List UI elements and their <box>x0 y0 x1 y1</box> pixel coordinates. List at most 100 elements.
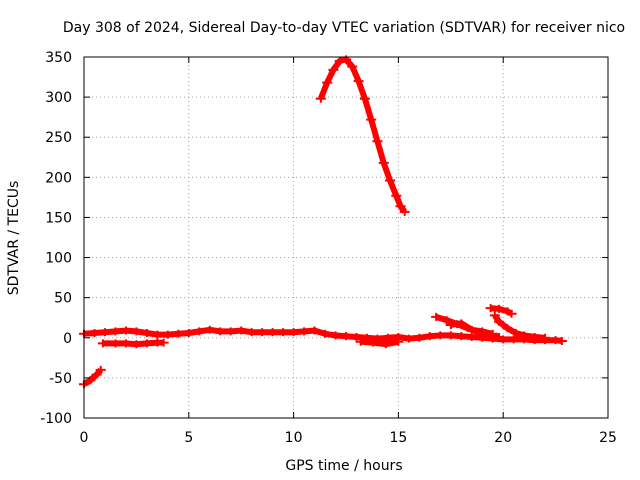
chart-title: Day 308 of 2024, Sidereal Day-to-day VTE… <box>63 20 625 36</box>
data-point <box>403 334 414 343</box>
data-point <box>368 338 379 347</box>
data-point <box>556 336 567 345</box>
data-point <box>494 304 505 313</box>
data-point <box>431 312 442 321</box>
series-start-segment <box>79 365 106 389</box>
data-point <box>315 94 326 103</box>
series-ramp-c <box>485 304 517 318</box>
data-point <box>309 326 320 335</box>
data-point <box>510 328 521 337</box>
data-point <box>257 328 268 337</box>
data-point <box>359 94 370 103</box>
data-point <box>519 331 530 340</box>
data-point <box>435 331 446 340</box>
data-point <box>399 207 410 216</box>
series-trace <box>82 367 104 387</box>
x-axis-label: GPS time / hours <box>285 458 402 474</box>
y-tick-label: 350 <box>45 50 72 66</box>
data-point <box>494 332 505 341</box>
data-point <box>322 78 333 87</box>
data-point <box>278 328 289 337</box>
data-point <box>529 332 540 341</box>
data-point <box>152 330 163 339</box>
data-point <box>110 327 121 336</box>
data-point <box>487 329 498 338</box>
data-point <box>372 137 383 146</box>
data-point <box>85 376 96 385</box>
x-tick-label: 15 <box>389 430 407 446</box>
data-point <box>131 340 142 349</box>
data-point <box>355 337 366 346</box>
y-tick-label: 150 <box>45 210 72 226</box>
data-point <box>445 331 456 340</box>
data-point <box>110 339 121 348</box>
data-point <box>353 77 364 86</box>
data-point <box>380 340 391 349</box>
data-point <box>508 335 519 344</box>
data-point <box>441 316 452 325</box>
data-point <box>341 332 351 341</box>
data-point <box>194 327 205 336</box>
data-point <box>378 158 389 167</box>
data-point <box>540 333 551 342</box>
data-point <box>393 337 404 346</box>
data-point <box>506 309 517 318</box>
data-point <box>456 319 467 328</box>
data-point <box>158 338 169 347</box>
series-ramp-b <box>445 319 498 338</box>
series-trace <box>360 338 399 348</box>
data-point <box>328 65 339 74</box>
x-tick-label: 10 <box>285 430 303 446</box>
data-point <box>95 365 106 374</box>
data-point <box>288 328 299 337</box>
plot-data <box>79 55 567 389</box>
data-point <box>267 328 278 337</box>
data-point <box>485 304 496 313</box>
data-point <box>351 332 362 341</box>
data-point <box>225 327 236 336</box>
y-axis-label: SDTVAR / TECUs <box>6 181 22 296</box>
data-point <box>489 311 500 320</box>
data-point <box>141 339 152 348</box>
data-point <box>334 57 345 66</box>
data-point <box>414 333 425 342</box>
data-point <box>424 332 435 341</box>
data-point <box>502 324 513 333</box>
data-point <box>246 328 257 337</box>
series-baseline <box>79 325 567 345</box>
y-tick-label: 0 <box>63 331 72 347</box>
data-point <box>456 332 467 341</box>
data-point <box>91 370 102 379</box>
data-point <box>120 339 131 348</box>
data-point <box>445 320 456 329</box>
data-point <box>466 325 477 334</box>
x-tick-label: 0 <box>80 430 89 446</box>
series-ramp-d <box>489 311 551 342</box>
data-point <box>477 327 488 336</box>
data-point <box>299 327 310 336</box>
plot-frame <box>83 56 609 419</box>
data-point <box>494 317 505 326</box>
y-tick-label: -50 <box>49 371 72 387</box>
data-point <box>466 332 477 341</box>
data-point <box>204 325 215 334</box>
data-point <box>97 339 108 348</box>
data-point <box>183 328 194 337</box>
y-tick-label: 250 <box>45 130 72 146</box>
data-point <box>99 328 110 337</box>
data-point <box>347 62 358 71</box>
series-dip-segment <box>355 337 404 349</box>
data-point <box>385 176 396 185</box>
data-point <box>366 115 377 124</box>
data-point <box>89 328 100 337</box>
data-point <box>236 326 247 335</box>
x-tick-label: 20 <box>494 430 512 446</box>
y-tick-label: 300 <box>45 90 72 106</box>
y-tick-label: 50 <box>54 291 72 307</box>
series-offset-segment <box>97 338 169 349</box>
data-point <box>131 327 142 336</box>
data-point <box>162 330 173 339</box>
y-tick-label: 200 <box>45 170 72 186</box>
series-peak-arc <box>315 55 410 216</box>
